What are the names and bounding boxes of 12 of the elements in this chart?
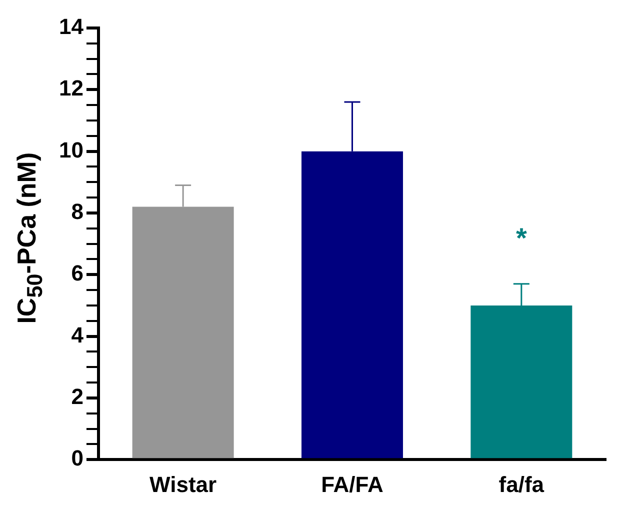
y-tick-label: 10 [58, 137, 84, 162]
y-tick-label: 12 [58, 76, 84, 101]
x-tick-label: Wistar [150, 472, 218, 497]
annotation: * [516, 222, 527, 254]
y-tick-label: 8 [71, 199, 84, 224]
x-tick-label: fa/fa [498, 472, 545, 497]
y-tick-label: 2 [71, 384, 84, 410]
y-tick-label: 4 [71, 322, 84, 348]
y-tick-label: 14 [58, 14, 84, 40]
x-tick-label: FA/FA [321, 472, 384, 497]
y-tick-label: 6 [71, 260, 84, 286]
y-tick-label: 0 [71, 446, 84, 471]
